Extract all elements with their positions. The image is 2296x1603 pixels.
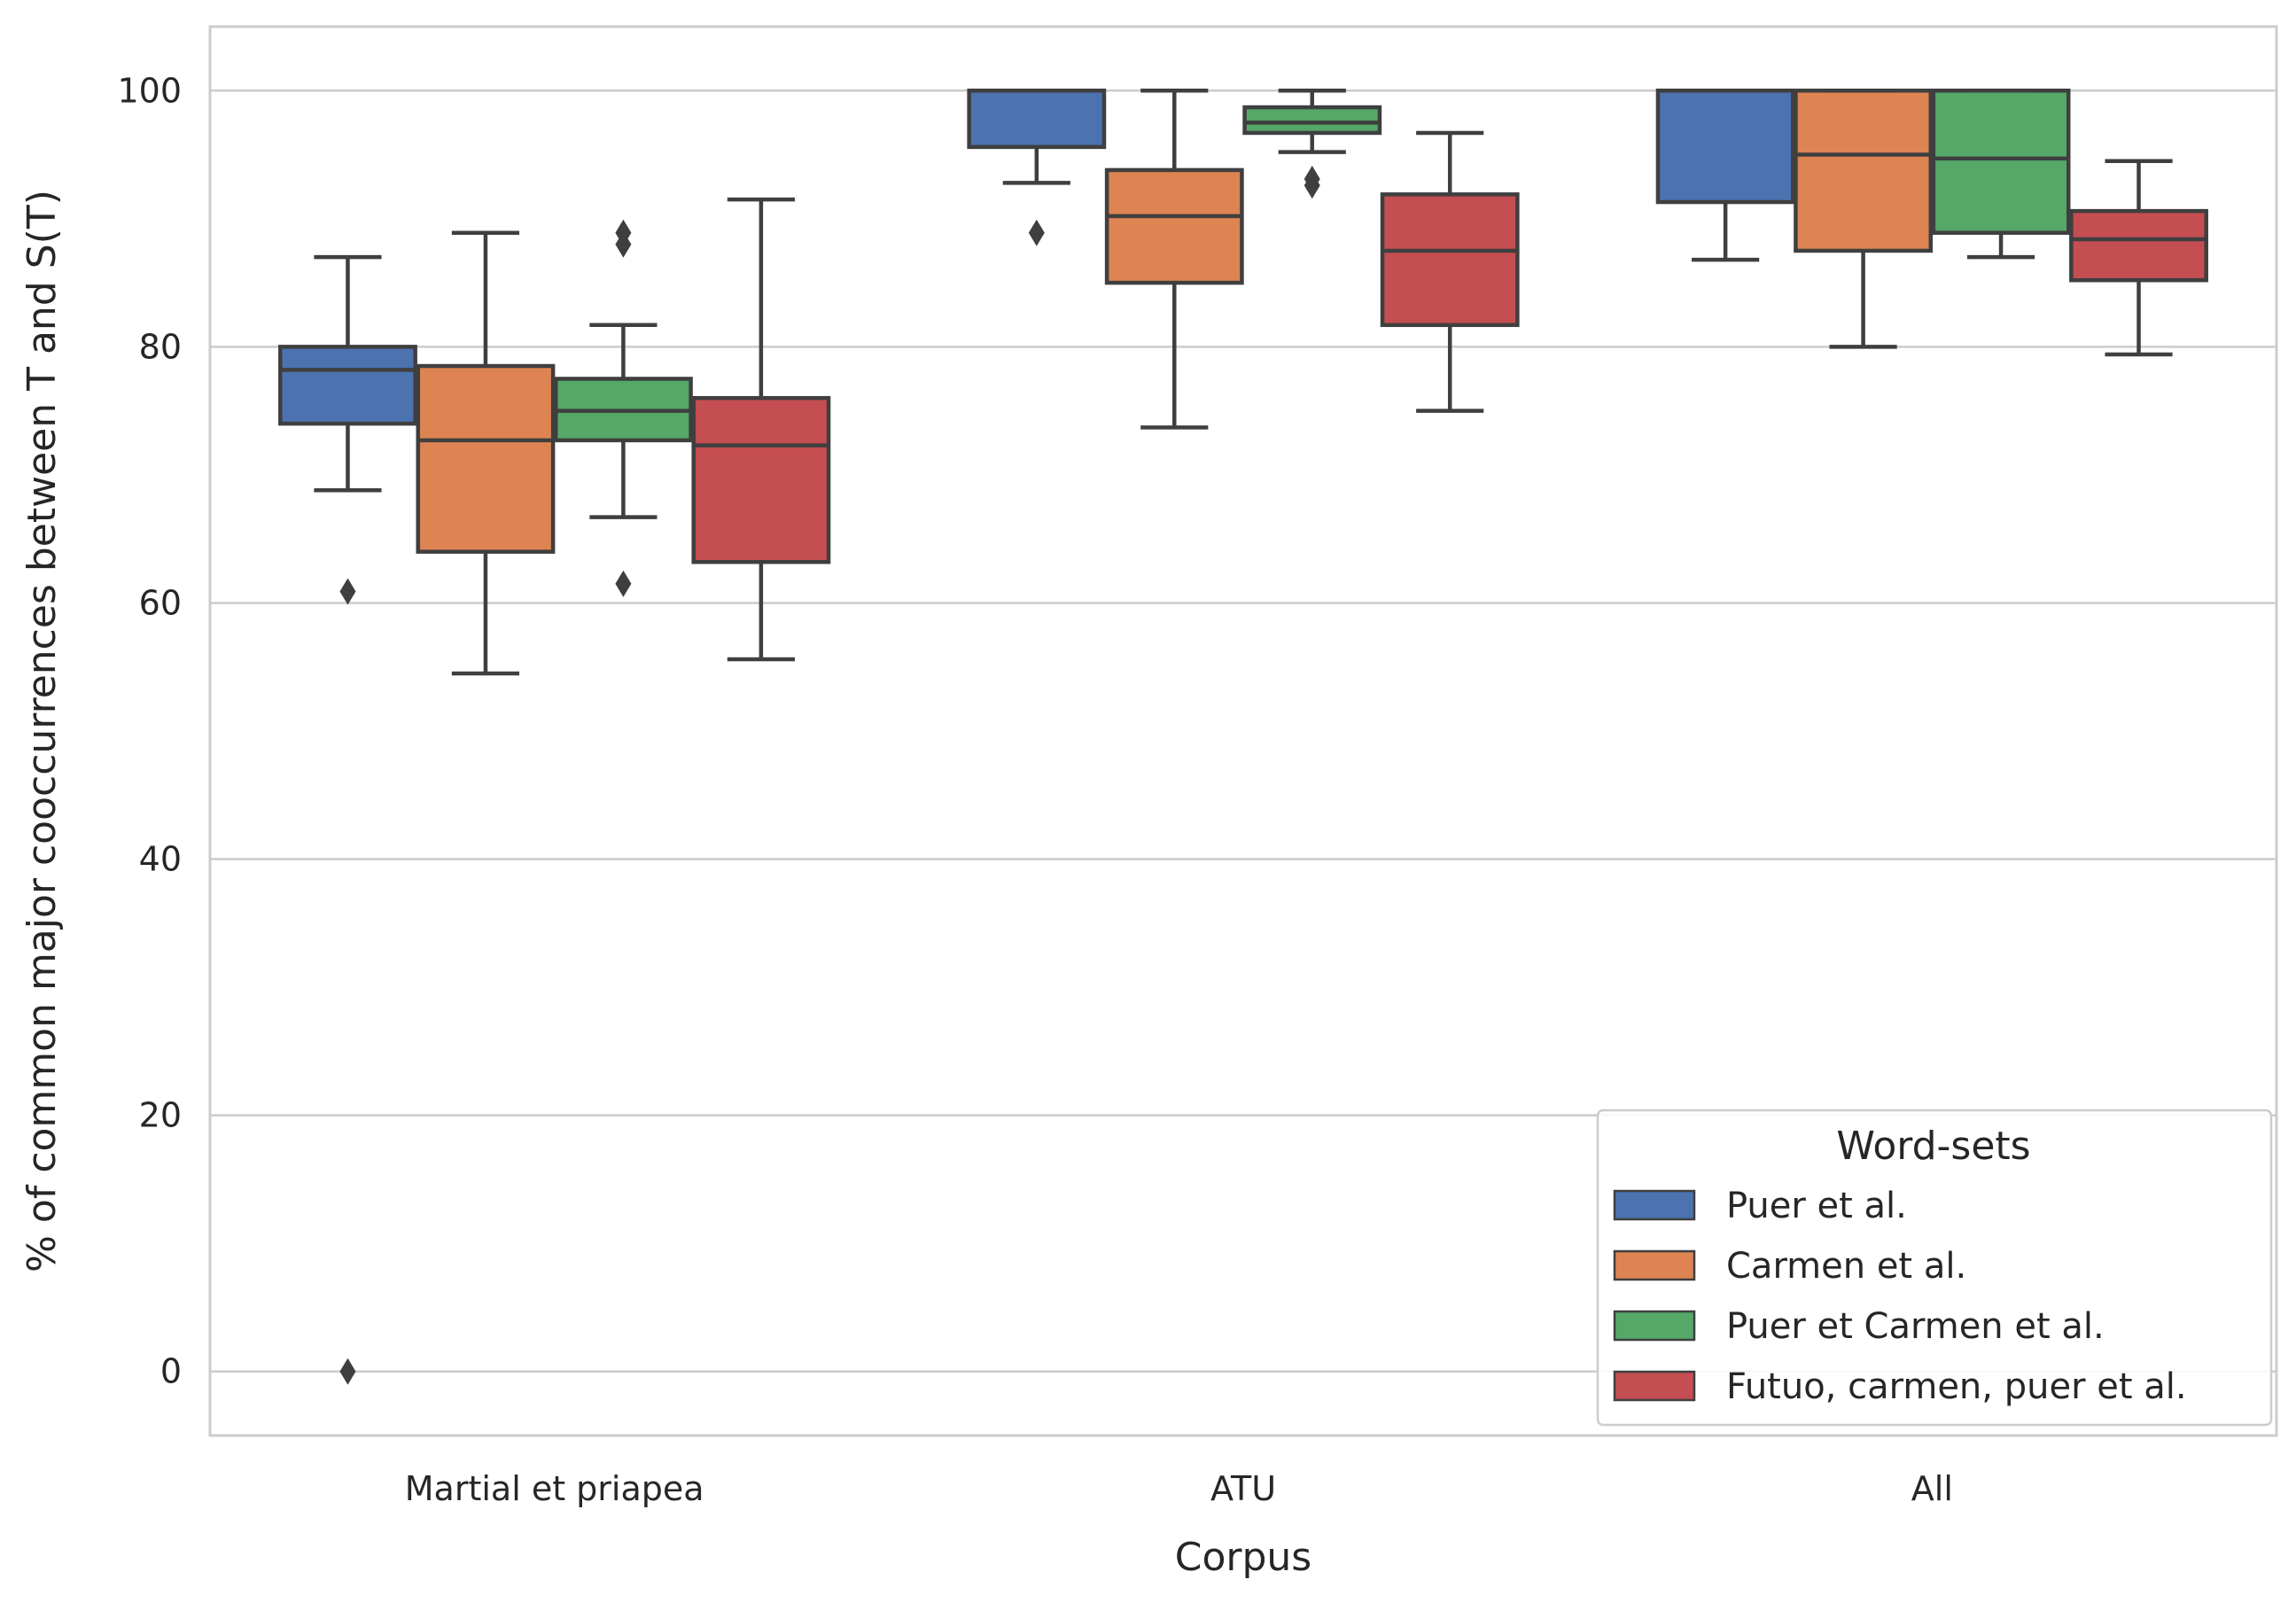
box-1-2 bbox=[1794, 89, 1934, 349]
box-body bbox=[967, 89, 1107, 150]
y-tick-label-60: 60 bbox=[139, 583, 182, 622]
y-tick-label-100: 100 bbox=[117, 71, 182, 110]
legend-swatch-2 bbox=[1613, 1310, 1696, 1342]
x-tick-labels: Martial et priapea ATU All bbox=[405, 1469, 1953, 1508]
box-3-2 bbox=[2069, 159, 2208, 357]
outlier-1 bbox=[339, 1358, 356, 1385]
y-tick-label-80: 80 bbox=[139, 327, 182, 366]
box-3-1 bbox=[1380, 130, 1520, 413]
box-body bbox=[691, 395, 831, 564]
x-axis-title: Corpus bbox=[1175, 1535, 1311, 1580]
box-body bbox=[1794, 89, 1934, 253]
box-3-0 bbox=[691, 197, 831, 662]
outlier-0 bbox=[339, 578, 356, 605]
plot-frame bbox=[208, 25, 2278, 1437]
box-body bbox=[1931, 89, 2071, 235]
legend: Word-sets Puer et al.Carmen et al.Puer e… bbox=[1596, 1109, 2273, 1427]
legend-title: Word-sets bbox=[1836, 1124, 2030, 1169]
legend-swatch-0 bbox=[1613, 1189, 1696, 1221]
legend-items: Puer et al. Carmen et al. Puer et Carmen e… bbox=[1613, 1186, 2187, 1407]
legend-swatch-1 bbox=[1613, 1249, 1696, 1281]
box-body bbox=[416, 363, 556, 554]
outlier-2 bbox=[615, 219, 632, 246]
box-body bbox=[1242, 105, 1382, 136]
outlier-1 bbox=[1304, 166, 1320, 193]
legend-label-2: Puer et Carmen et al. bbox=[1726, 1306, 2105, 1347]
box-body bbox=[1104, 167, 1244, 285]
legend-swatch-3 bbox=[1613, 1370, 1696, 1402]
box-body bbox=[1380, 192, 1520, 328]
x-tick-label-2: All bbox=[1911, 1469, 1953, 1508]
box-1-0 bbox=[416, 230, 556, 676]
legend-label-1: Carmen et al. bbox=[1726, 1246, 1966, 1287]
box-0-1 bbox=[967, 89, 1107, 246]
box-body bbox=[278, 345, 417, 426]
box-2-2 bbox=[1931, 89, 2071, 260]
y-tick-label-40: 40 bbox=[139, 840, 182, 879]
box-1-1 bbox=[1104, 89, 1244, 430]
x-tick-label-1: ATU bbox=[1210, 1469, 1276, 1508]
box-body bbox=[2069, 208, 2208, 283]
y-tick-label-0: 0 bbox=[160, 1352, 182, 1391]
box-groups bbox=[278, 89, 2208, 1385]
y-tick-label-20: 20 bbox=[139, 1096, 182, 1135]
x-tick-label-0: Martial et priapea bbox=[405, 1469, 704, 1508]
y-axis-title: % of common major cooccurrences between … bbox=[19, 190, 65, 1272]
legend-frame bbox=[1596, 1109, 2273, 1427]
box-2-0 bbox=[553, 219, 693, 597]
box-0-2 bbox=[1655, 89, 1795, 262]
outlier-0 bbox=[615, 570, 632, 597]
outlier-0 bbox=[1028, 219, 1045, 246]
legend-label-3: Futuo, carmen, puer et al. bbox=[1726, 1366, 2187, 1407]
legend-label-0: Puer et al. bbox=[1726, 1186, 1907, 1226]
box-body bbox=[1655, 89, 1795, 205]
box-0-0 bbox=[278, 254, 417, 1385]
box-2-1 bbox=[1242, 89, 1382, 199]
y-tick-labels: 0 20 40 60 80 100 bbox=[117, 71, 182, 1390]
